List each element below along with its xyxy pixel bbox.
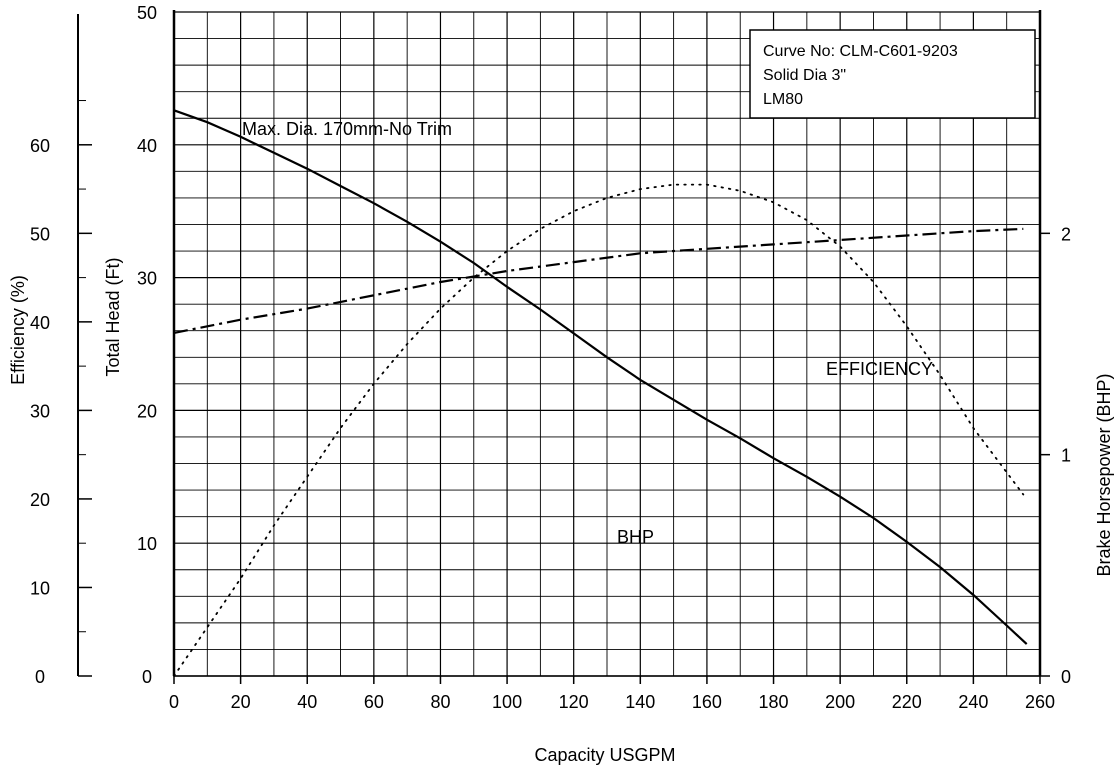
x-tick-label: 20	[231, 692, 251, 712]
efficiency-tick-label: 30	[30, 401, 50, 421]
x-tick-label: 60	[364, 692, 384, 712]
head-tick-label: 0	[142, 667, 152, 687]
efficiency-curve-label: EFFICIENCY	[826, 359, 933, 379]
plot-frame	[172, 10, 1042, 677]
head-curve	[173, 109, 1028, 645]
series-layer	[173, 109, 1028, 677]
x-tick-label: 220	[892, 692, 922, 712]
bhp-tick-label: 1	[1061, 446, 1071, 466]
info-box-frame	[749, 29, 1036, 119]
efficiency-tick-label: 10	[30, 578, 50, 598]
efficiency-tick-label: 60	[30, 136, 50, 156]
x-tick-label: 100	[492, 692, 522, 712]
efficiency-tick-label: 40	[30, 313, 50, 333]
x-tick-label: 260	[1025, 692, 1055, 712]
bhp-curve-label: BHP	[617, 527, 654, 547]
x-tick-label: 80	[430, 692, 450, 712]
x-tick-label: 180	[759, 692, 789, 712]
x-tick-label: 0	[169, 692, 179, 712]
head-axis-title: Total Head (Ft)	[103, 257, 123, 376]
efficiency-curve	[173, 183, 1025, 677]
efficiency-tick-label: 0	[35, 667, 45, 687]
minor-grid	[174, 12, 1040, 676]
head-tick-label: 40	[137, 136, 157, 156]
efficiency-axis-title: Efficiency (%)	[8, 275, 28, 385]
head-tick-label: 10	[137, 534, 157, 554]
info-box: Curve No: CLM-C601-9203 Solid Dia 3" LM8…	[749, 29, 1036, 119]
axes: 0 20 40 60 80 100 120 140 160 180 200 220 240 2600102…	[30, 3, 1071, 712]
x-axis-title: Capacity USGPM	[534, 745, 675, 765]
x-tick-label: 200	[825, 692, 855, 712]
head-curve-label: Max. Dia. 170mm-No Trim	[242, 119, 452, 139]
efficiency-tick-label: 50	[30, 224, 50, 244]
x-tick-label: 160	[692, 692, 722, 712]
info-line-model: LM80	[763, 91, 803, 108]
bhp-axis-title: Brake Horsepower (BHP)	[1094, 373, 1114, 576]
x-tick-label: 240	[958, 692, 988, 712]
x-tick-label: 40	[297, 692, 317, 712]
bhp-curve	[173, 227, 1024, 334]
bhp-tick-label: 0	[1061, 667, 1071, 687]
bhp-tick-label: 2	[1061, 224, 1071, 244]
efficiency-tick-label: 20	[30, 490, 50, 510]
x-tick-label: 120	[559, 692, 589, 712]
x-tick-label: 140	[625, 692, 655, 712]
info-line-curve-no: Curve No: CLM-C601-9203	[763, 43, 958, 60]
head-tick-label: 20	[137, 401, 157, 421]
head-tick-label: 30	[137, 269, 157, 289]
info-line-solid-dia: Solid Dia 3"	[763, 67, 846, 84]
head-tick-label: 50	[137, 3, 157, 23]
